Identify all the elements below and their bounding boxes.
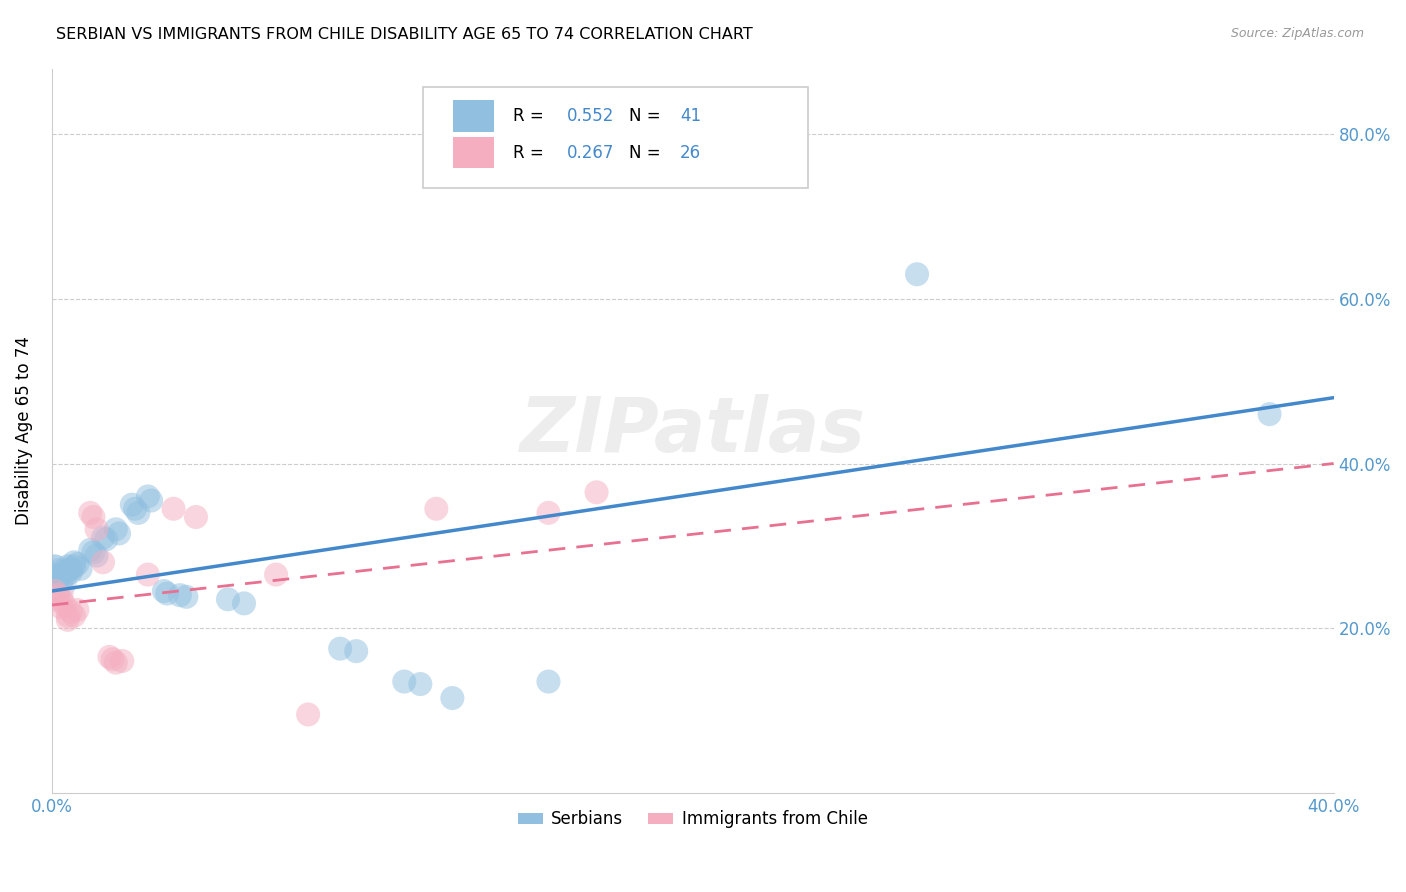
Point	[79, 506, 101, 520]
Text: 0.552: 0.552	[567, 107, 614, 125]
Point	[63, 559, 86, 574]
Y-axis label: Disability Age 65 to 74: Disability Age 65 to 74	[15, 336, 32, 525]
Point	[537, 674, 560, 689]
Point	[46, 564, 69, 578]
Point	[217, 592, 239, 607]
Point	[101, 652, 124, 666]
Point	[44, 567, 66, 582]
Point	[127, 506, 149, 520]
Point	[184, 510, 207, 524]
Point	[51, 574, 73, 588]
Point	[56, 564, 79, 578]
FancyBboxPatch shape	[453, 136, 494, 169]
Point	[905, 267, 928, 281]
Point	[82, 510, 104, 524]
Point	[46, 588, 69, 602]
Point	[56, 559, 79, 574]
Point	[66, 603, 89, 617]
Point	[91, 555, 114, 569]
Legend: Serbians, Immigrants from Chile: Serbians, Immigrants from Chile	[512, 804, 875, 835]
Point	[59, 565, 82, 579]
Text: R =: R =	[513, 107, 550, 125]
Point	[111, 654, 134, 668]
Point	[139, 493, 162, 508]
Point	[169, 588, 191, 602]
Point	[136, 490, 159, 504]
Point	[42, 572, 65, 586]
Point	[53, 598, 76, 612]
Point	[329, 641, 352, 656]
Point	[63, 608, 86, 623]
Point	[63, 555, 86, 569]
Point	[409, 677, 432, 691]
Point	[136, 567, 159, 582]
Point	[66, 557, 89, 571]
Point	[96, 532, 118, 546]
Point	[1258, 407, 1281, 421]
Point	[108, 526, 131, 541]
Text: 0.267: 0.267	[567, 144, 614, 161]
FancyBboxPatch shape	[453, 101, 494, 132]
Point	[59, 605, 82, 619]
Point	[53, 570, 76, 584]
Point	[82, 545, 104, 559]
Point	[156, 586, 179, 600]
Point	[91, 531, 114, 545]
Text: R =: R =	[513, 144, 550, 161]
Point	[233, 596, 256, 610]
Text: Source: ZipAtlas.com: Source: ZipAtlas.com	[1230, 27, 1364, 40]
Point	[98, 649, 121, 664]
Point	[264, 567, 287, 582]
Point	[425, 501, 447, 516]
Point	[104, 656, 127, 670]
Point	[104, 522, 127, 536]
Point	[69, 562, 91, 576]
Point	[51, 600, 73, 615]
Point	[44, 584, 66, 599]
Point	[59, 562, 82, 576]
Point	[46, 572, 69, 586]
Point	[394, 674, 416, 689]
Point	[42, 584, 65, 599]
Text: ZIPatlas: ZIPatlas	[520, 393, 866, 467]
Point	[56, 608, 79, 623]
Point	[297, 707, 319, 722]
Point	[86, 549, 108, 563]
Point	[79, 542, 101, 557]
Point	[56, 613, 79, 627]
FancyBboxPatch shape	[423, 87, 808, 188]
Point	[344, 644, 367, 658]
Text: N =: N =	[628, 107, 665, 125]
Point	[86, 522, 108, 536]
Point	[537, 506, 560, 520]
Point	[124, 501, 146, 516]
Point	[44, 559, 66, 574]
Point	[162, 501, 184, 516]
Point	[176, 590, 198, 604]
Text: N =: N =	[628, 144, 665, 161]
Point	[51, 567, 73, 582]
Text: SERBIAN VS IMMIGRANTS FROM CHILE DISABILITY AGE 65 TO 74 CORRELATION CHART: SERBIAN VS IMMIGRANTS FROM CHILE DISABIL…	[56, 27, 754, 42]
Text: 41: 41	[681, 107, 702, 125]
Point	[585, 485, 607, 500]
Point	[153, 584, 176, 599]
Point	[51, 592, 73, 607]
Text: 26: 26	[681, 144, 702, 161]
Point	[441, 691, 464, 706]
Point	[121, 498, 143, 512]
